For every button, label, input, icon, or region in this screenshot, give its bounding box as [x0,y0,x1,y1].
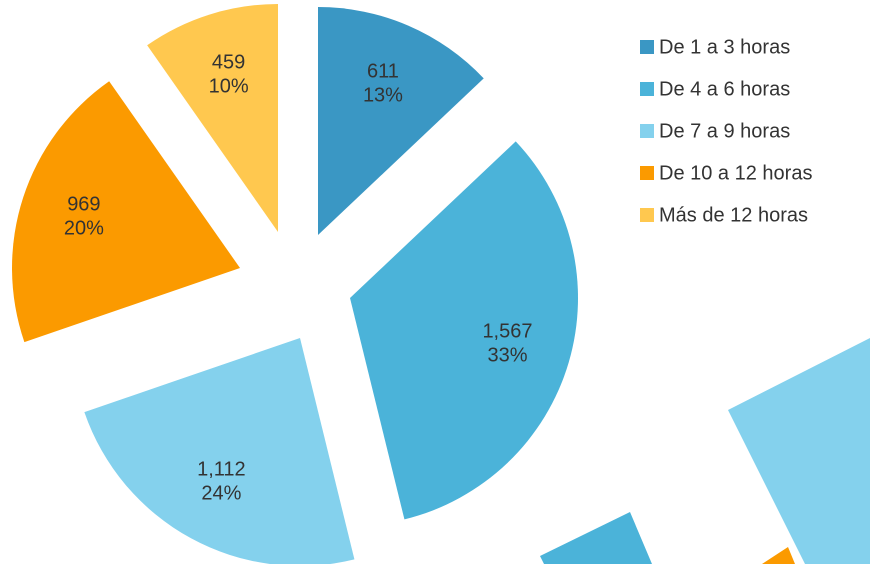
legend-swatch [640,166,654,180]
legend-swatch [640,82,654,96]
slice-percent-label: 24% [201,482,241,504]
legend-swatch [640,208,654,222]
legend-label: De 1 a 3 horas [659,36,790,58]
legend-swatch [640,124,654,138]
legend-label: De 10 a 12 horas [659,162,812,184]
slice-value-label: 1,567 [482,321,532,343]
slice-percent-label: 13% [363,85,403,107]
pie-slice [350,141,578,520]
slice-value-label: 1,112 [197,458,246,480]
slice-percent-label: 20% [64,218,104,240]
pie-slice [147,4,278,232]
cropped-chart-fragment [762,547,795,564]
cropped-chart-fragment [728,338,870,564]
slice-value-label: 969 [67,194,100,216]
legend-swatch [640,40,654,54]
cropped-chart-fragment [540,512,652,564]
legend-label: De 4 a 6 horas [659,78,790,100]
pie-slice [84,338,355,564]
slice-value-label: 459 [212,52,245,74]
legend-label: Más de 12 horas [659,204,808,226]
slice-percent-label: 10% [209,76,249,98]
slice-percent-label: 33% [487,345,527,367]
pie-slice [318,7,484,235]
legend-label: De 7 a 9 horas [659,120,790,142]
pie-slice [12,81,240,343]
slice-value-label: 611 [367,61,399,83]
